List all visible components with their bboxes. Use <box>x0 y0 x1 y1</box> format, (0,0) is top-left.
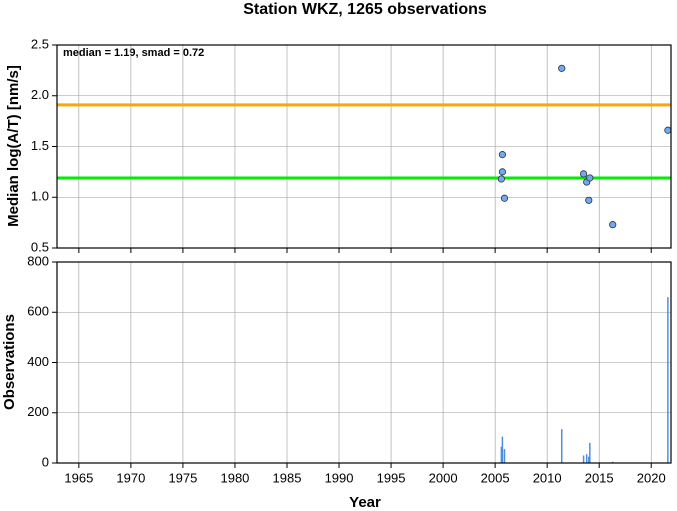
bar <box>611 461 614 463</box>
y-tick-label: 0 <box>42 454 49 469</box>
point <box>664 126 672 134</box>
point <box>586 174 594 182</box>
point <box>498 151 507 159</box>
bar <box>503 449 506 463</box>
x-tick-label: 1990 <box>325 470 354 485</box>
x-tick-label: 1965 <box>64 470 93 485</box>
chart-title: Station WKZ, 1265 observations <box>243 1 487 18</box>
y-tick-label: 0.5 <box>31 239 49 254</box>
bar <box>500 446 503 463</box>
annotation: median = 1.19, smad = 0.72 <box>63 47 204 59</box>
point <box>585 196 593 204</box>
x-axis-label: Year <box>349 494 381 511</box>
x-tick-label: 2010 <box>533 470 562 485</box>
y-axis-label: Median log(A/T) [nm/s] <box>5 65 22 227</box>
y-tick-label: 200 <box>27 404 49 419</box>
y-tick-label: 400 <box>27 354 49 369</box>
x-tick-label: 1985 <box>273 470 302 485</box>
y-tick-label: 2.5 <box>31 36 49 51</box>
plot-frame <box>56 261 672 464</box>
y-tick-label: 1.5 <box>31 138 49 153</box>
bar <box>588 456 590 463</box>
x-tick-label: 2015 <box>585 470 614 485</box>
bar <box>667 297 669 463</box>
bar <box>585 454 588 463</box>
x-tick-label: 2020 <box>637 470 666 485</box>
x-tick-label: 1980 <box>220 470 249 485</box>
point <box>609 221 617 229</box>
point <box>579 170 588 178</box>
bar <box>589 442 591 463</box>
plot-frame <box>56 44 672 249</box>
bar <box>582 455 585 463</box>
y-axis-label: Observations <box>1 314 18 410</box>
bar <box>560 429 563 463</box>
x-tick-label: 2005 <box>481 470 510 485</box>
x-tick-label: 2000 <box>429 470 458 485</box>
y-tick-label: 1.0 <box>31 189 49 204</box>
x-tick-label: 1995 <box>377 470 406 485</box>
point <box>558 64 566 72</box>
point <box>498 168 507 176</box>
point <box>500 194 509 202</box>
point <box>497 175 505 183</box>
y-tick-label: 800 <box>27 253 49 268</box>
bar <box>501 436 504 463</box>
x-tick-label: 1975 <box>168 470 197 485</box>
y-tick-label: 600 <box>27 304 49 319</box>
y-tick-label: 2.0 <box>31 87 49 102</box>
x-tick-label: 1970 <box>116 470 145 485</box>
